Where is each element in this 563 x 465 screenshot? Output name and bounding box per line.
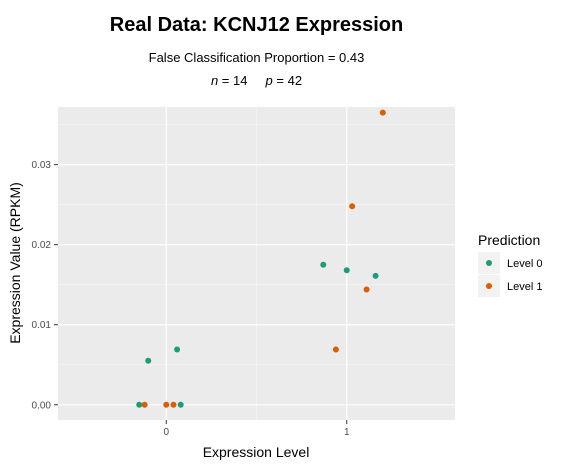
data-point [178,402,184,408]
x-tick-label: 1 [344,427,350,438]
y-tick-label: 0.02 [32,240,52,251]
x-axis-title: Expression Level [203,444,310,460]
data-point [163,402,169,408]
legend: Prediction Level 0 Level 1 [478,232,542,297]
legend-marker [486,283,492,289]
data-point [373,273,379,279]
legend-title: Prediction [478,232,540,248]
y-tick-label: 0.00 [32,400,52,411]
data-point [344,267,350,273]
data-point [333,347,339,353]
data-point [136,402,142,408]
y-axis-title: Expression Value (RPKM) [7,182,23,344]
data-point [364,287,370,293]
legend-marker [486,260,492,266]
data-point [142,402,148,408]
data-point [145,358,151,364]
data-point [174,347,180,353]
data-point [380,110,386,116]
y-axis-ticks: 0.00 0.01 0.02 0.03 [32,160,58,411]
legend-label: Level 1 [507,281,542,293]
legend-label: Level 0 [507,258,542,270]
data-point [170,402,176,408]
data-point [320,262,326,268]
y-tick-label: 0.03 [32,160,52,171]
y-tick-label: 0.01 [32,320,52,331]
data-point [349,203,355,209]
x-tick-label: 0 [163,427,169,438]
